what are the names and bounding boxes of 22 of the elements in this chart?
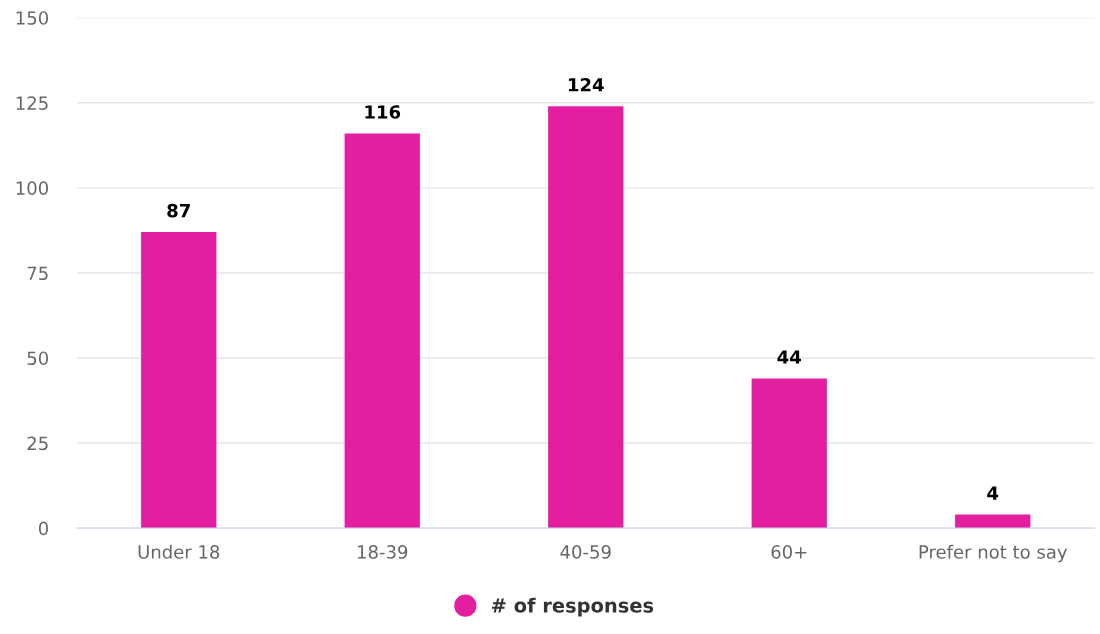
bar: [344, 133, 420, 529]
legend-label: # of responses: [491, 597, 654, 617]
y-tick-label: 150: [16, 11, 49, 25]
y-tick-label: 100: [16, 181, 49, 195]
x-tick-label: Prefer not to say: [919, 544, 1068, 563]
y-tick-label: 125: [16, 96, 48, 110]
y-tick-label: 50: [27, 351, 49, 366]
y-tick-label: 75: [27, 266, 48, 281]
bar: [751, 378, 827, 529]
y-tick-label: 0: [38, 521, 49, 536]
data-label: 124: [568, 77, 604, 92]
bar: [141, 232, 217, 529]
data-label: 87: [167, 203, 190, 218]
x-tick-label: Under 18: [138, 544, 220, 559]
data-label: 44: [777, 350, 801, 364]
x-tick-label: 40-59: [560, 545, 611, 559]
x-tick-label: 60+: [771, 545, 807, 559]
x-tick-label: 18-39: [358, 545, 408, 559]
bar: [548, 106, 624, 529]
data-label: 4: [987, 486, 999, 500]
data-label: 116: [365, 105, 401, 119]
y-tick-label: 25: [27, 436, 48, 451]
